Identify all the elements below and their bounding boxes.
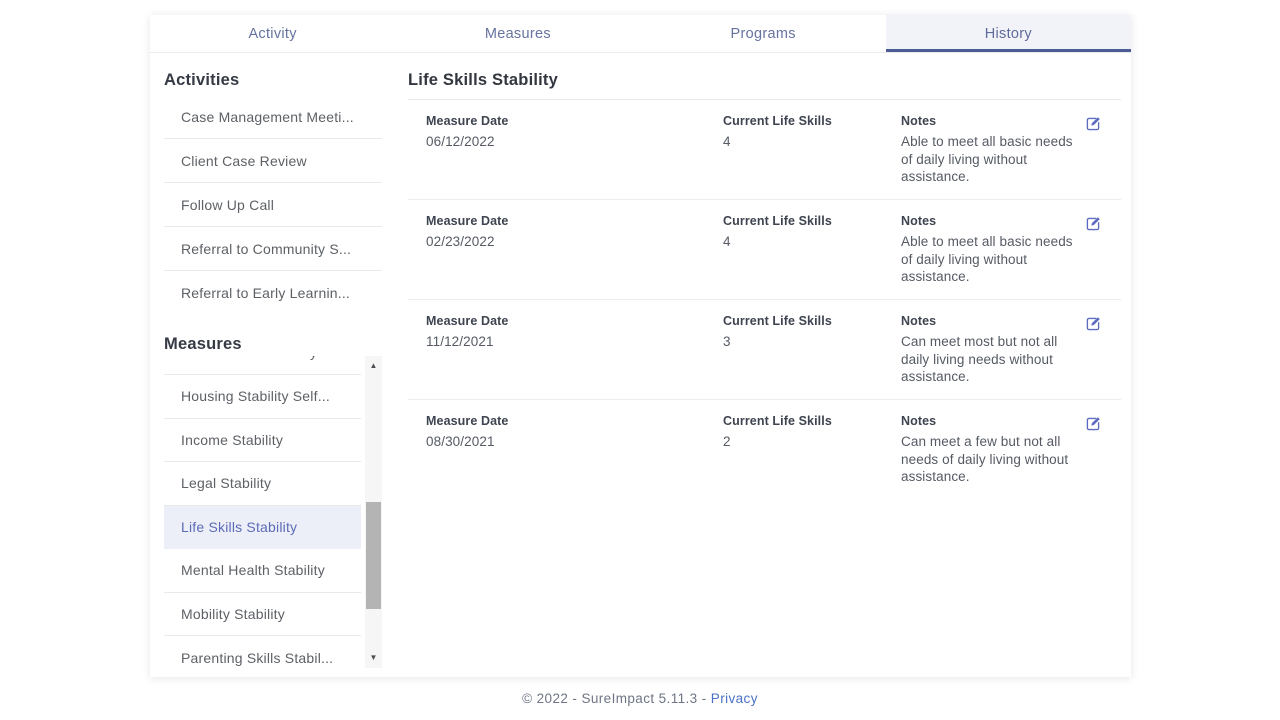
page-title: Life Skills Stability	[408, 53, 1121, 100]
copyright-text: © 2022 - SureImpact 5.11.3 -	[522, 691, 707, 706]
tab-measures[interactable]: Measures	[484, 25, 551, 42]
notes-label: Notes	[901, 114, 937, 128]
tab-bar: Activity Measures Programs History	[150, 15, 1131, 53]
measure-date-value: 08/30/2021	[426, 434, 495, 449]
notes-label: Notes	[901, 314, 937, 328]
measure-item-selected[interactable]: Life Skills Stability	[164, 505, 361, 549]
activity-item[interactable]: Referral to Early Learnin...	[181, 285, 351, 301]
activity-item[interactable]: Case Management Meeti...	[164, 95, 382, 139]
current-life-skills-value: 4	[723, 234, 731, 249]
scroll-down-icon[interactable]: ▼	[369, 653, 378, 662]
measure-item[interactable]: Income Stability	[164, 419, 361, 462]
edit-icon[interactable]	[1085, 116, 1101, 132]
measure-entry: Measure Date 11/12/2021 Current Life Ski…	[408, 300, 1121, 400]
footer: © 2022 - SureImpact 5.11.3 - Privacy	[0, 691, 1280, 706]
measure-date-value: 06/12/2022	[426, 134, 495, 149]
measure-entry: Measure Date 06/12/2022 Current Life Ski…	[408, 100, 1121, 200]
activity-item[interactable]: Referral to Community S...	[164, 227, 382, 271]
activity-item[interactable]: Follow Up Call	[164, 183, 382, 227]
measures-scroll-container: y Housing Stability Self... Income Stabi…	[164, 356, 382, 668]
measure-item[interactable]: Housing Stability Self...	[164, 375, 361, 419]
current-life-skills-label: Current Life Skills	[723, 114, 832, 128]
measure-date-label: Measure Date	[426, 414, 509, 428]
edit-icon[interactable]	[1085, 316, 1101, 332]
current-life-skills-value: 4	[723, 134, 731, 149]
measure-date-label: Measure Date	[426, 314, 509, 328]
current-life-skills-label: Current Life Skills	[723, 314, 832, 328]
notes-value: Able to meet all basic needs of daily li…	[901, 134, 1073, 184]
edit-icon[interactable]	[1085, 216, 1101, 232]
scrollbar-thumb[interactable]	[366, 502, 381, 609]
sidebar: Activities Case Management Meeti... Clie…	[150, 53, 394, 676]
tab-programs[interactable]: Programs	[730, 25, 796, 42]
measure-entry: Measure Date 02/23/2022 Current Life Ski…	[408, 200, 1121, 300]
measure-item[interactable]: Mental Health Stability	[164, 549, 361, 593]
tab-activity[interactable]: Activity	[248, 25, 297, 42]
current-life-skills-value: 3	[723, 334, 731, 349]
notes-label: Notes	[901, 214, 937, 228]
privacy-link[interactable]: Privacy	[710, 691, 758, 706]
measure-date-value: 11/12/2021	[426, 334, 494, 349]
client-history-card: Activity Measures Programs History Activ…	[150, 15, 1131, 677]
measures-heading: Measures	[164, 335, 242, 353]
measure-entry: Measure Date 08/30/2021 Current Life Ski…	[408, 400, 1121, 500]
measure-date-label: Measure Date	[426, 114, 509, 128]
measure-item-partial[interactable]: y	[164, 356, 361, 375]
notes-label: Notes	[901, 414, 937, 428]
measure-item[interactable]: Parenting Skills Stabil...	[181, 649, 334, 666]
measure-item[interactable]: Legal Stability	[164, 462, 361, 506]
scroll-up-icon[interactable]: ▲	[369, 361, 378, 370]
current-life-skills-label: Current Life Skills	[723, 214, 832, 228]
edit-icon[interactable]	[1085, 416, 1101, 432]
current-life-skills-label: Current Life Skills	[723, 414, 832, 428]
tab-history[interactable]: History	[885, 15, 1131, 52]
card-body: Activities Case Management Meeti... Clie…	[150, 53, 1131, 676]
measure-item[interactable]: Mobility Stability	[164, 593, 361, 636]
scrollbar[interactable]: ▲ ▼	[365, 356, 382, 668]
activity-item[interactable]: Client Case Review	[164, 139, 382, 183]
main-panel: Life Skills Stability Measure Date 06/12…	[408, 53, 1121, 676]
notes-value: Can meet a few but not all needs of dail…	[901, 434, 1069, 484]
measures-list: y Housing Stability Self... Income Stabi…	[164, 356, 361, 668]
notes-value: Can meet most but not all daily living n…	[901, 334, 1058, 384]
current-life-skills-value: 2	[723, 434, 731, 449]
activities-list: Case Management Meeti... Client Case Rev…	[164, 95, 382, 315]
activities-heading: Activities	[164, 71, 240, 89]
measure-date-label: Measure Date	[426, 214, 509, 228]
measure-item-partial-label: y	[310, 356, 317, 360]
notes-value: Able to meet all basic needs of daily li…	[901, 234, 1073, 284]
measure-date-value: 02/23/2022	[426, 234, 495, 249]
